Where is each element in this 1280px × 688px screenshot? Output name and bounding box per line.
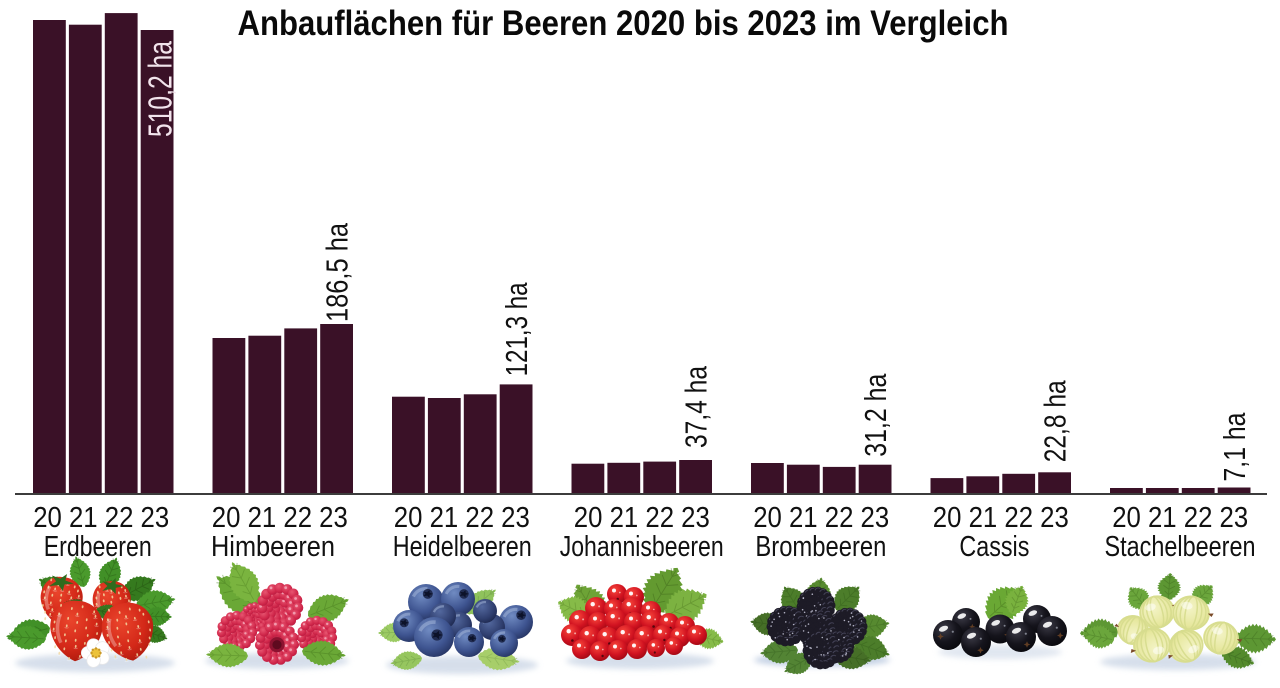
svg-text:20 21 22 23: 20 21 22 23 [1112,502,1248,534]
svg-text:20 21 22 23: 20 21 22 23 [933,502,1069,534]
svg-text:20 21 22 23: 20 21 22 23 [33,502,169,534]
svg-text:20 21 22 23: 20 21 22 23 [212,502,348,534]
svg-text:Heidelbeeren: Heidelbeeren [393,531,532,563]
svg-text:20 21 22 23: 20 21 22 23 [574,502,710,534]
svg-text:Brombeeren: Brombeeren [755,531,886,563]
svg-text:Himbeeren: Himbeeren [211,531,335,563]
svg-text:31,2 ha: 31,2 ha [858,373,893,457]
svg-text:Stachelbeeren: Stachelbeeren [1105,531,1256,563]
svg-text:Cassis: Cassis [959,531,1029,563]
svg-text:22,8 ha: 22,8 ha [1038,380,1073,463]
svg-text:510,2 ha: 510,2 ha [141,41,178,137]
svg-text:7,1 ha: 7,1 ha [1217,412,1252,482]
svg-text:20 21 22 23: 20 21 22 23 [394,502,530,534]
svg-text:Johannisbeeren: Johannisbeeren [560,531,724,563]
svg-text:Erdbeeren: Erdbeeren [44,531,152,563]
svg-text:37,4 ha: 37,4 ha [679,365,714,448]
svg-text:20 21 22 23: 20 21 22 23 [753,502,889,534]
svg-text:121,3 ha: 121,3 ha [499,282,534,377]
svg-text:Anbauflächen für Beeren 2020 b: Anbauflächen für Beeren 2020 bis 2023 im… [238,4,1009,43]
svg-text:186,5 ha: 186,5 ha [320,222,355,322]
